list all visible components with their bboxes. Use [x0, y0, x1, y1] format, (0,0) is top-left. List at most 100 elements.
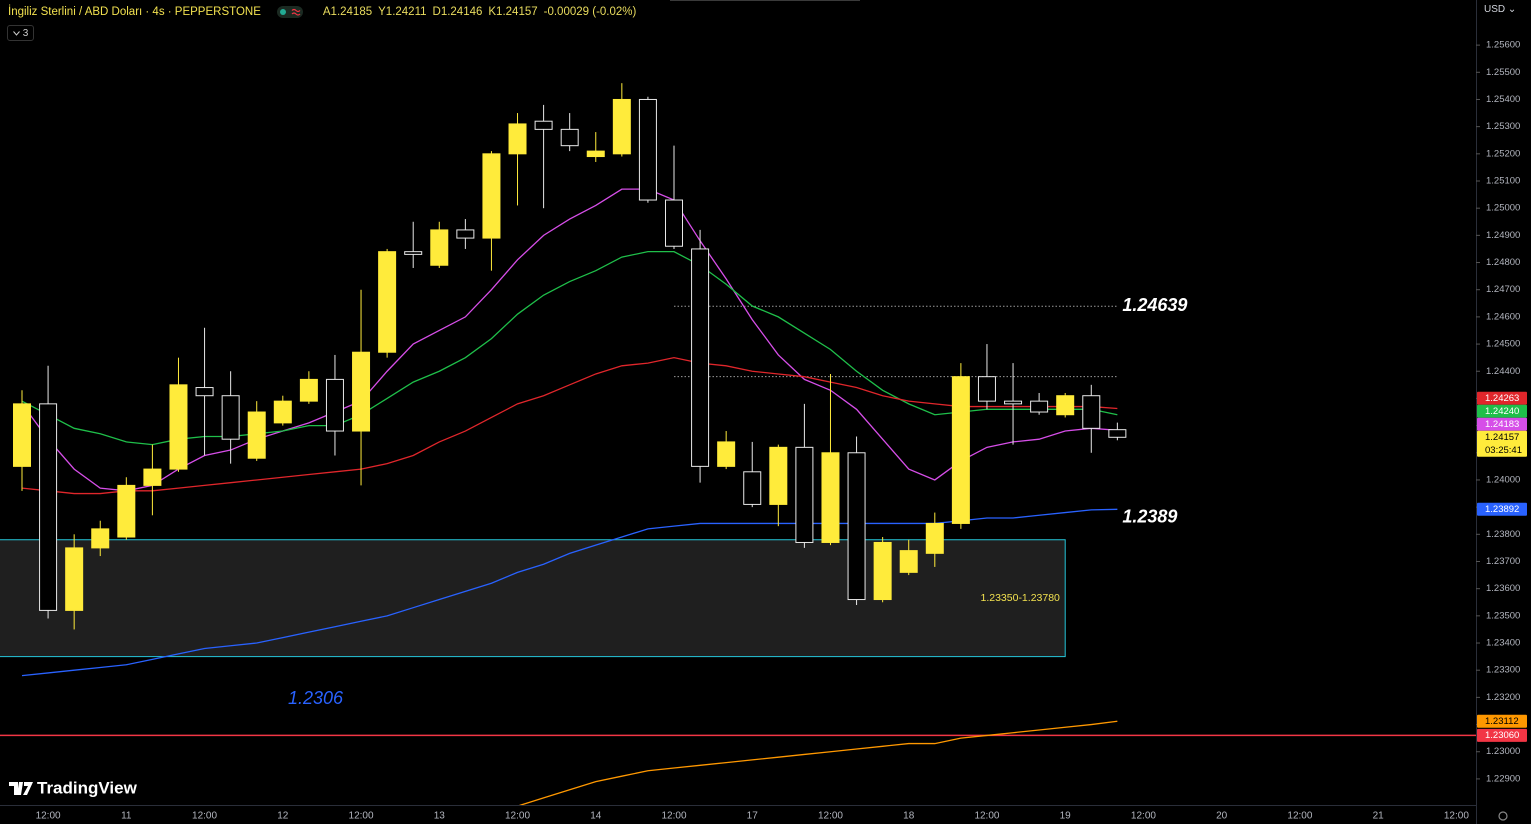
y-tick-label: 1.23300 [1486, 665, 1520, 676]
candle-body [769, 446, 788, 505]
y-tick-label: 1.24600 [1486, 311, 1520, 322]
candle-body [795, 446, 814, 543]
y-tick-label: 1.24500 [1486, 339, 1520, 350]
indicators-toggle[interactable]: 3 [7, 25, 34, 41]
header: İngiliz Sterlini / ABD Doları · 4s · PEP… [8, 6, 636, 18]
indicators-count: 3 [22, 27, 29, 39]
brand-name: TradingView [37, 778, 138, 797]
candle-body [430, 229, 449, 266]
price-tag [1477, 404, 1527, 418]
candle-body [456, 229, 475, 239]
x-tick-label: 21 [1373, 811, 1385, 822]
ohlc-high: Y1.24211 [378, 6, 427, 18]
y-tick-label: 1.23500 [1486, 610, 1520, 621]
candle-body [352, 351, 371, 432]
y-tick-label: 1.23400 [1486, 638, 1520, 649]
ma-line [21, 356, 1118, 495]
annotation: 1.24639 [1122, 295, 1187, 315]
price-tag [1477, 430, 1527, 457]
y-tick-label: 1.25500 [1486, 67, 1520, 78]
settings-icon[interactable] [1498, 811, 1508, 821]
candle-body [247, 411, 266, 459]
candle-body [508, 123, 527, 155]
plot-area: 1.23350-1.23780 [0, 83, 1476, 805]
candle-body [534, 120, 553, 130]
y-tick-label: 1.25100 [1486, 176, 1520, 187]
candle-body [925, 522, 944, 554]
candle-body [821, 452, 840, 543]
x-tick-label: 12:00 [1444, 811, 1469, 822]
candle-body [65, 547, 84, 611]
ma-line [518, 720, 1118, 805]
y-tick-label: 1.24700 [1486, 284, 1520, 295]
x-tick-label: 19 [1060, 811, 1072, 822]
currency-button[interactable]: USD ⌄ [1484, 4, 1517, 15]
candle-body [299, 378, 318, 402]
price-tag-label: 1.24157 [1485, 432, 1519, 443]
x-tick-label: 12:00 [192, 811, 217, 822]
candle-body [1108, 429, 1127, 438]
y-tick-label: 1.25300 [1486, 121, 1520, 132]
candle-body [273, 400, 292, 424]
candle-body [612, 98, 631, 155]
y-tick-label: 1.24900 [1486, 230, 1520, 241]
candle-body [195, 387, 214, 397]
candle-body [951, 376, 970, 524]
candle-body [1082, 395, 1101, 429]
x-tick-label: 12:00 [36, 811, 61, 822]
candle-body [1030, 400, 1049, 413]
candle-body [717, 441, 736, 467]
x-tick-label: 12 [277, 811, 289, 822]
price-tag-label: 1.23112 [1485, 716, 1519, 727]
delay-icon [291, 8, 301, 16]
candle-body [325, 378, 344, 432]
candle-body [560, 128, 579, 147]
status-icon-svg [276, 6, 303, 18]
annotation: 1.2306 [288, 688, 344, 708]
candle-body [482, 153, 501, 239]
candle-body [665, 199, 683, 247]
candle-body [39, 403, 58, 611]
x-tick-label: 12:00 [349, 811, 374, 822]
y-tick-label: 1.23600 [1486, 583, 1520, 594]
x-tick-label: 12:00 [1131, 811, 1156, 822]
y-tick-label: 1.23000 [1486, 746, 1520, 757]
y-tick-label: 1.23200 [1486, 692, 1520, 703]
candle-body [221, 395, 240, 440]
chevron [12, 30, 20, 36]
countdown: 03:25:41 [1485, 445, 1522, 456]
candle-body [378, 251, 397, 353]
candle-body [899, 550, 918, 573]
x-tick-label: 12:00 [818, 811, 843, 822]
y-tick-label: 1.25400 [1486, 94, 1520, 105]
status-icons [276, 6, 303, 18]
zone-label: 1.23350-1.23780 [980, 592, 1060, 604]
symbol-title: İngiliz Sterlini / ABD Doları · 4s · PEP… [8, 6, 261, 18]
x-tick-label: 18 [903, 811, 915, 822]
price-tag [1477, 714, 1527, 728]
candle-body [743, 471, 762, 505]
y-tick-label: 1.24000 [1486, 474, 1520, 485]
y-tick-label: 1.23700 [1486, 556, 1520, 567]
candle-body [638, 98, 657, 201]
price-tag-label: 1.24183 [1485, 419, 1519, 430]
price-tag-label: 1.23060 [1485, 730, 1519, 741]
y-tick-label: 1.24800 [1486, 257, 1520, 268]
candle-body [143, 468, 162, 486]
x-tick-label: 12:00 [1287, 811, 1312, 822]
price-tag-label: 1.23892 [1485, 504, 1519, 515]
candle-body [691, 248, 710, 467]
y-tick-label: 1.25600 [1486, 40, 1520, 51]
x-tick-label: 13 [434, 811, 446, 822]
price-tag [1477, 417, 1527, 431]
price-tag [1477, 391, 1527, 405]
y-tick-label: 1.25200 [1486, 148, 1520, 159]
candle-body [117, 484, 136, 538]
ohlc-close: K1.24157 [488, 6, 538, 18]
price-tag [1477, 728, 1527, 742]
chevron-path [12, 30, 20, 36]
ohlc-change: -0.00029 (-0.02%) [543, 6, 637, 18]
